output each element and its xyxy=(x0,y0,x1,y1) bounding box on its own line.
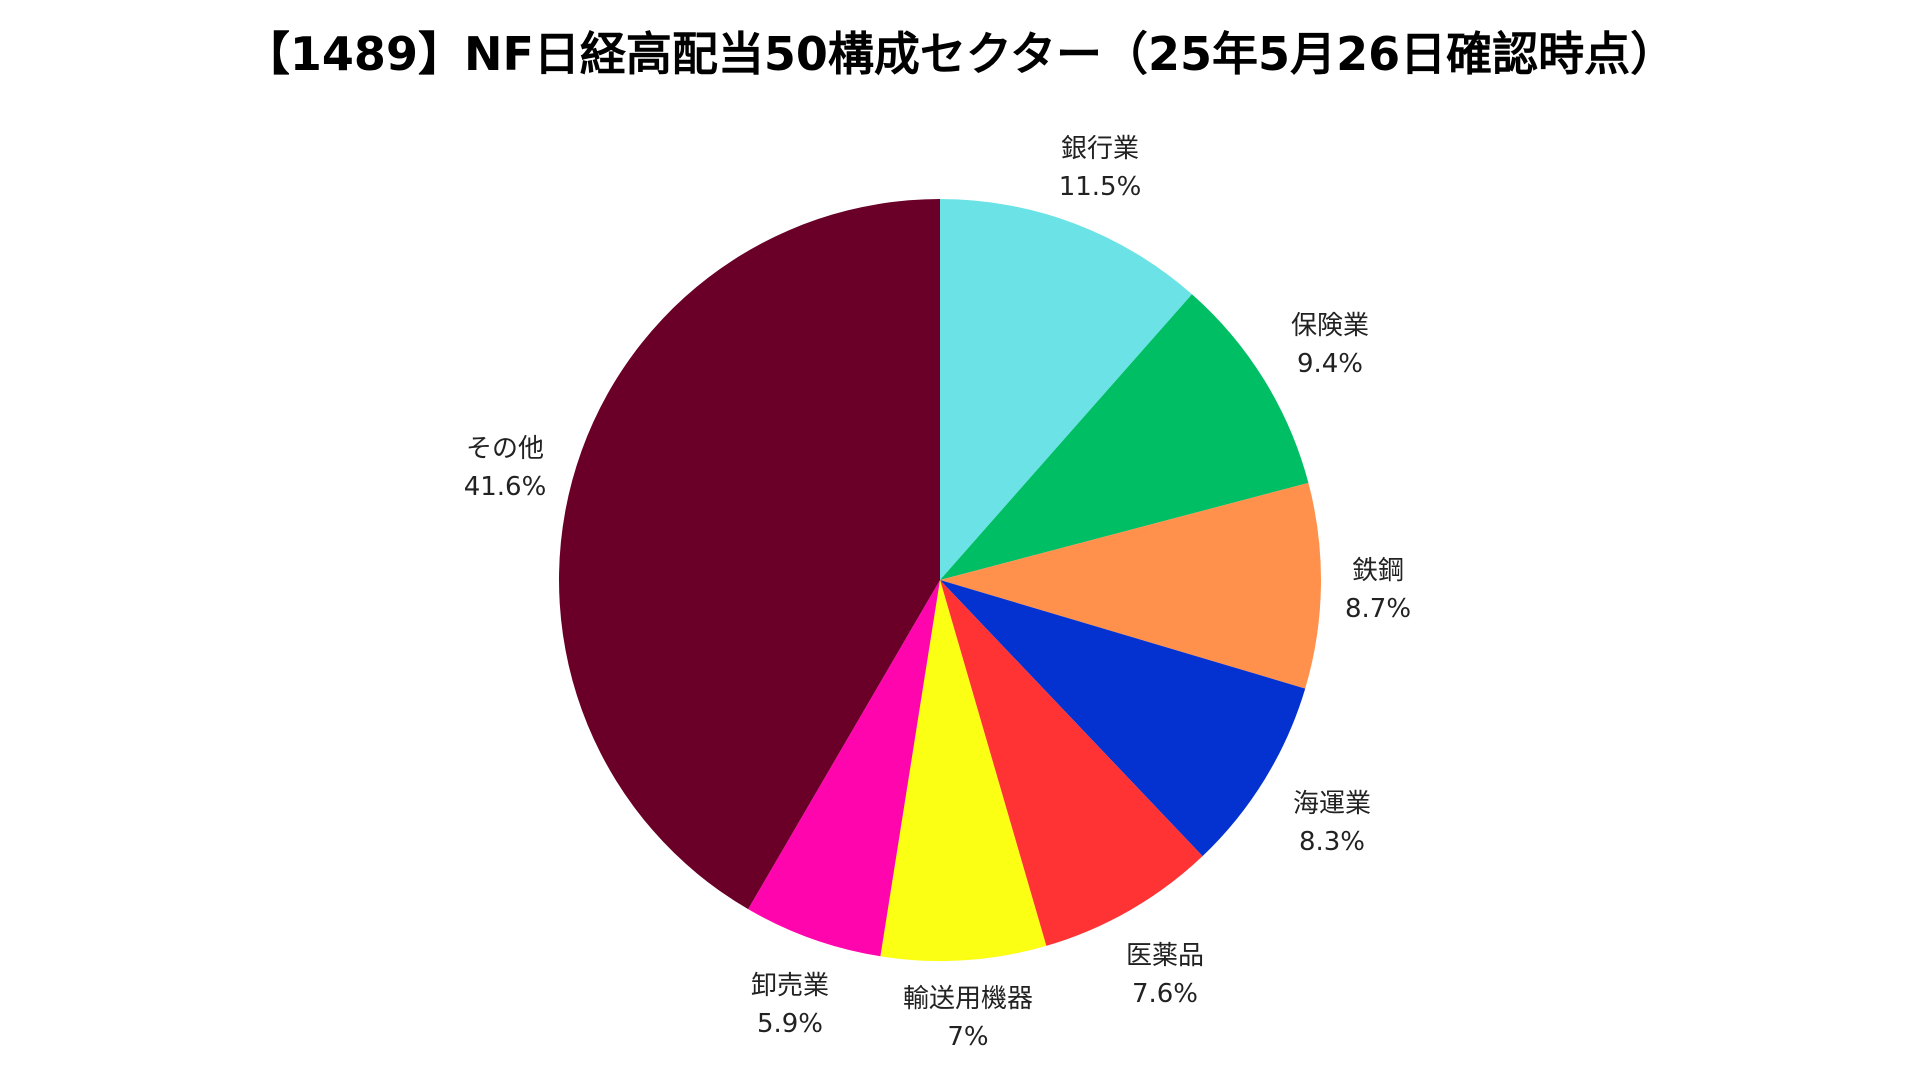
slice-label-value: 11.5% xyxy=(1058,172,1142,202)
slice-label-name: 輸送用機器 xyxy=(902,984,1034,1014)
slice-label-name: 卸売業 xyxy=(750,971,830,1001)
slice-label-value: 7% xyxy=(947,1022,989,1052)
slice-label-name: その他 xyxy=(465,434,545,464)
slice-label-name: 鉄鋼 xyxy=(1351,556,1404,586)
slice-label-value: 8.3% xyxy=(1298,827,1366,857)
slice-label-name: 医薬品 xyxy=(1125,941,1205,971)
slice-label: 銀行業 11.5% xyxy=(1059,130,1142,206)
pie-slice xyxy=(748,580,940,957)
slice-label-name: 海運業 xyxy=(1292,789,1372,819)
slice-label: その他 41.6% xyxy=(464,430,547,506)
pie-slice xyxy=(940,199,1192,580)
pie-slice xyxy=(940,580,1203,946)
pie-slice xyxy=(940,580,1306,857)
slice-label-name: 銀行業 xyxy=(1060,134,1140,164)
slice-label: 鉄鋼 8.7% xyxy=(1345,552,1411,628)
pie-slice xyxy=(940,294,1309,580)
slice-label: 輸送用機器 7% xyxy=(903,980,1033,1056)
pie-slice xyxy=(940,482,1321,689)
slice-label-value: 5.9% xyxy=(756,1009,824,1039)
slice-label-value: 7.6% xyxy=(1131,979,1199,1009)
pie-slice xyxy=(559,199,940,910)
slice-label: 海運業 8.3% xyxy=(1293,785,1371,861)
slice-label-value: 8.7% xyxy=(1344,594,1412,624)
slice-label-value: 9.4% xyxy=(1296,349,1364,379)
chart-title: 【1489】NF日経高配当50構成セクター（25年5月26日確認時点） xyxy=(243,27,1677,81)
slice-label-value: 41.6% xyxy=(463,472,547,502)
slice-label-name: 保険業 xyxy=(1290,311,1370,341)
slice-label: 保険業 9.4% xyxy=(1291,307,1369,383)
pie-slice xyxy=(880,580,1047,961)
slice-label: 医薬品 7.6% xyxy=(1126,937,1204,1013)
slice-label: 卸売業 5.9% xyxy=(751,967,829,1043)
